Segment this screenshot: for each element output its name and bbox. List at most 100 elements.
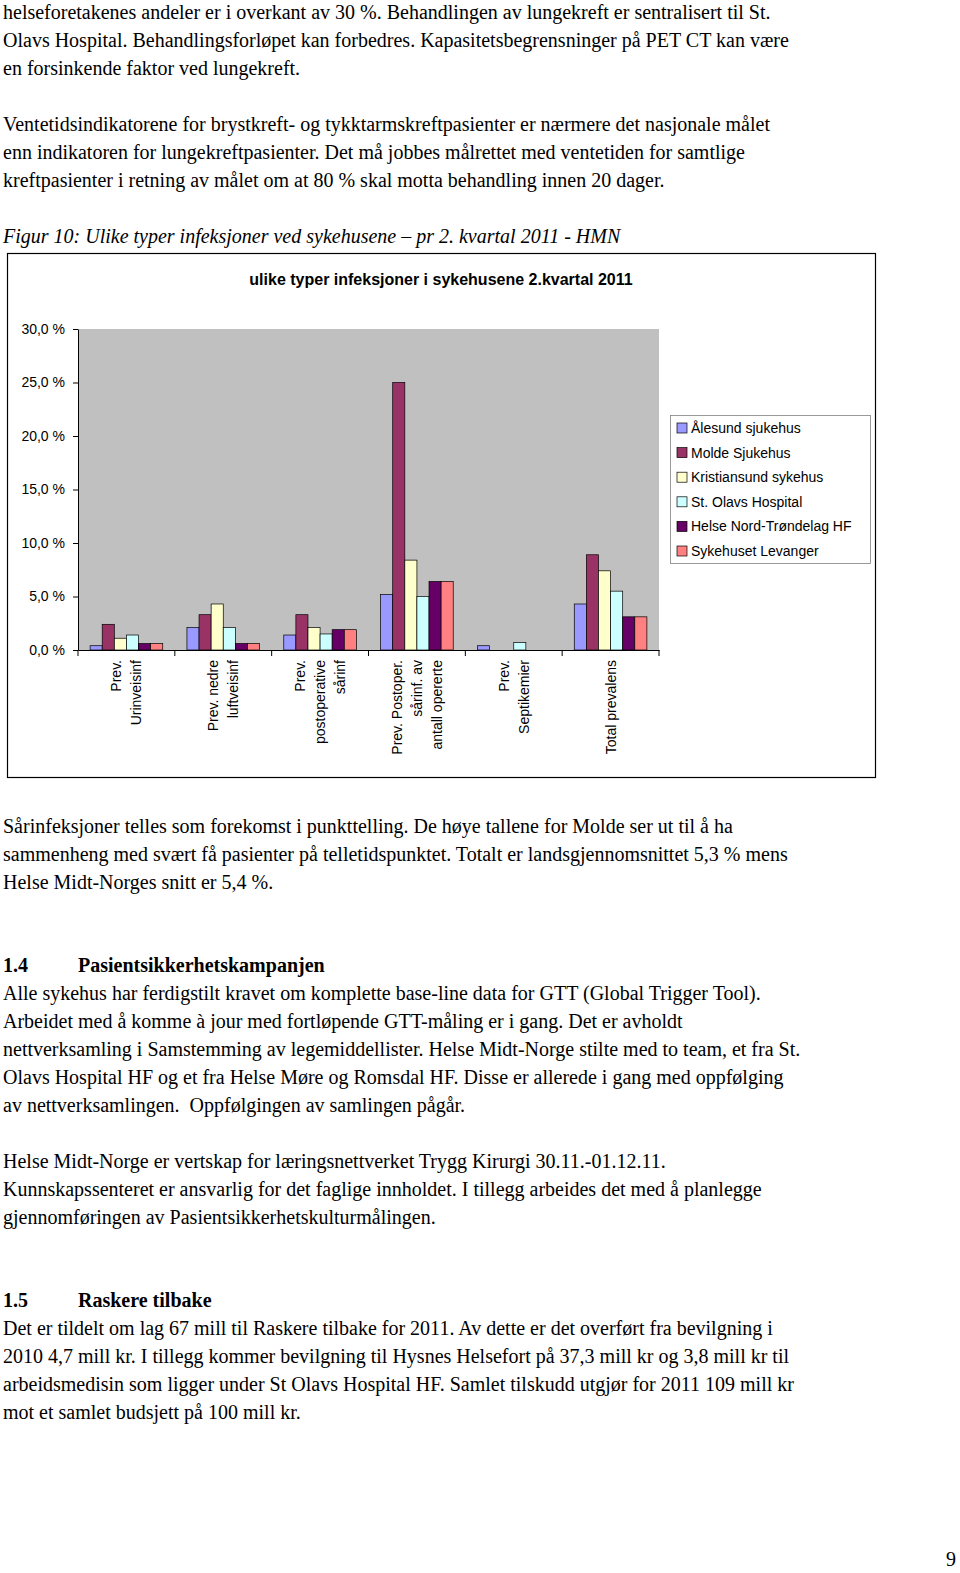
legend-swatch	[677, 423, 687, 433]
heading-number: 1.5	[3, 1289, 28, 1311]
x-tick-label: Prev.Urinveisinf	[108, 660, 144, 725]
y-tick-label: 15,0 %	[21, 481, 65, 497]
y-tick-mark	[73, 329, 78, 330]
bar	[611, 591, 623, 650]
chart-title: ulike typer infeksjoner i sykehusene 2.k…	[249, 271, 632, 288]
x-category-divider	[271, 650, 272, 656]
x-tick: Prev.Septikemier	[496, 660, 532, 734]
heading-title: Raskere tilbake	[78, 1289, 212, 1311]
paragraph-line: Kunnskapssenteret er ansvarlig for det f…	[3, 1178, 762, 1201]
legend-label: Sykehuset Levanger	[691, 543, 819, 559]
y-axis-line	[78, 330, 79, 651]
x-axis: Prev.UrinveisinfPrev. nedreluftveisinfPr…	[78, 650, 660, 755]
x-category-divider	[78, 650, 79, 656]
legend-label: Molde Sjukehus	[691, 445, 791, 461]
bar	[526, 650, 538, 651]
legend-label: Helse Nord-Trøndelag HF	[691, 518, 852, 534]
y-tick-label: 0,0 %	[29, 642, 65, 658]
x-tick-label-line: Prev. nedre	[205, 660, 221, 732]
bar	[538, 650, 550, 651]
y-tick-label: 10,0 %	[21, 535, 65, 551]
bar	[574, 604, 586, 650]
paragraph-line: Det er tildelt om lag 67 mill til Rasker…	[3, 1317, 773, 1340]
x-tick: Prev.Urinveisinf	[108, 660, 144, 725]
bar	[247, 644, 259, 650]
chart-frame	[8, 254, 876, 778]
bar-series	[114, 560, 610, 650]
bar	[381, 594, 393, 650]
bar-series	[102, 383, 598, 651]
y-tick: 0,0 %	[29, 642, 78, 658]
bar	[126, 635, 138, 650]
paragraph-line: arbeidsmedisin som ligger under St Olavs…	[3, 1373, 794, 1396]
y-tick: 5,0 %	[29, 588, 78, 604]
y-tick-mark	[73, 543, 78, 544]
x-tick-label-line: Total prevalens	[603, 660, 619, 754]
paragraph-line: Arbeidet med å komme à jour med fortløpe…	[3, 1010, 683, 1033]
y-tick-mark	[73, 597, 78, 598]
bar	[514, 643, 526, 650]
legend-swatch	[677, 497, 687, 507]
paragraph-line: Olavs Hospital. Behandlingsforløpet kan …	[3, 29, 789, 52]
x-tick: Prev. Postoper.sårinf. avantall opererte	[389, 660, 445, 755]
bar	[490, 650, 502, 651]
paragraph-line: Alle sykehus har ferdigstilt kravet om k…	[3, 982, 761, 1005]
bar	[102, 624, 114, 650]
y-tick: 20,0 %	[21, 428, 78, 444]
bars	[90, 383, 647, 651]
paragraph-line: Olavs Hospital HF og et fra Helse Møre o…	[3, 1066, 783, 1089]
legend-swatch	[677, 448, 687, 458]
y-tick: 10,0 %	[21, 535, 78, 551]
paragraph-line: enn indikatoren for lungekreftpasienter.…	[3, 141, 745, 164]
x-tick-label-line: Prev. Postoper.	[389, 660, 405, 755]
bar	[441, 582, 453, 650]
bar	[284, 635, 296, 650]
bar-series	[90, 594, 586, 650]
x-tick-label-line: postoperative	[312, 660, 328, 744]
paragraph-line: Sårinfeksjoner telles som forekomst i pu…	[3, 815, 733, 838]
paragraph-line: en forsinkende faktor ved lungekreft.	[3, 57, 300, 80]
x-tick: Prev. nedreluftveisinf	[205, 660, 241, 732]
x-tick-label-line: sårinf	[332, 660, 348, 694]
bar	[139, 644, 151, 650]
bar	[151, 644, 163, 650]
y-axis: 0,0 %5,0 %10,0 %15,0 %20,0 %25,0 %30,0 %	[21, 321, 78, 658]
x-category-divider	[465, 650, 466, 656]
legend-swatch	[677, 472, 687, 482]
x-tick: Total prevalens	[603, 660, 619, 754]
bar	[235, 644, 247, 650]
legend-swatch	[677, 521, 687, 531]
x-category-divider	[174, 650, 175, 656]
x-tick-label-line: Septikemier	[516, 660, 532, 734]
legend-label: Kristiansund sykehus	[691, 469, 823, 485]
bar	[429, 582, 441, 650]
bar	[332, 630, 344, 650]
bar	[586, 555, 598, 650]
bar	[114, 638, 126, 650]
paragraph-line: kreftpasienter i retning av målet om at …	[3, 169, 664, 192]
x-tick-label-line: sårinf. av	[409, 660, 425, 717]
paragraph-line: sammenheng med svært få pasienter på tel…	[3, 843, 788, 866]
bar	[598, 571, 610, 650]
x-category-divider	[659, 650, 660, 656]
bar	[199, 615, 211, 650]
y-tick: 30,0 %	[21, 321, 78, 337]
bar	[211, 604, 223, 650]
x-tick-label-line: antall opererte	[429, 660, 445, 750]
x-tick-label: Prev.Septikemier	[496, 660, 532, 734]
bar	[223, 628, 235, 650]
chart: ulike typer infeksjoner i sykehusene 2.k…	[8, 254, 876, 778]
bar	[320, 634, 332, 650]
legend-label: Ålesund sjukehus	[691, 420, 801, 436]
x-tick-label: Total prevalens	[603, 660, 619, 754]
page-number: 9	[946, 1548, 956, 1570]
heading-number: 1.4	[3, 954, 28, 976]
y-tick-mark	[73, 650, 78, 651]
bar	[417, 597, 429, 651]
bar	[502, 650, 514, 651]
page: helseforetakenes andeler er i overkant a…	[0, 0, 960, 1573]
bar	[344, 630, 356, 650]
x-tick: Prev.postoperativesårinf	[292, 660, 348, 744]
bar-series	[151, 582, 647, 650]
x-tick-label: Prev. Postoper.sårinf. avantall opererte	[389, 660, 445, 755]
